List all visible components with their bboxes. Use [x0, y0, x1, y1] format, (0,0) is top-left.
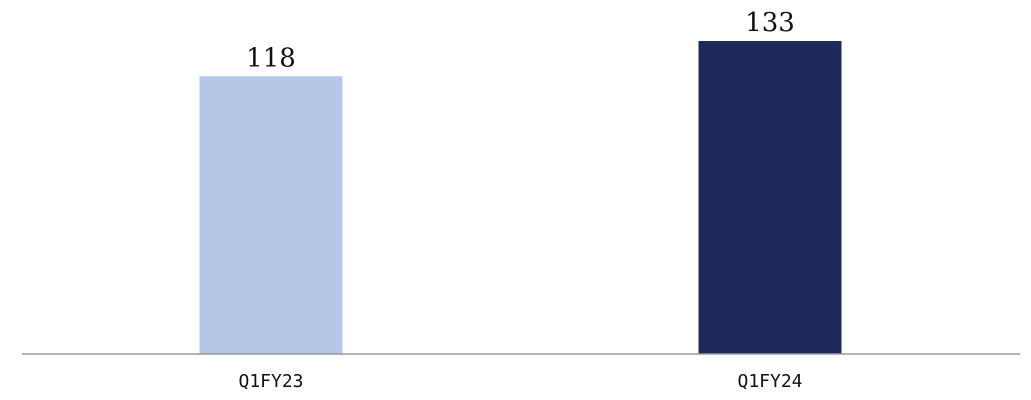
- data-label-q1fy23: 118: [246, 43, 296, 73]
- x-tick-label-q1fy23: Q1FY23: [238, 371, 303, 392]
- bar-q1fy23: [199, 76, 343, 354]
- data-label-q1fy24: 133: [745, 8, 795, 38]
- x-tick-label-q1fy24: Q1FY24: [737, 371, 802, 392]
- bar-q1fy24: [698, 41, 842, 354]
